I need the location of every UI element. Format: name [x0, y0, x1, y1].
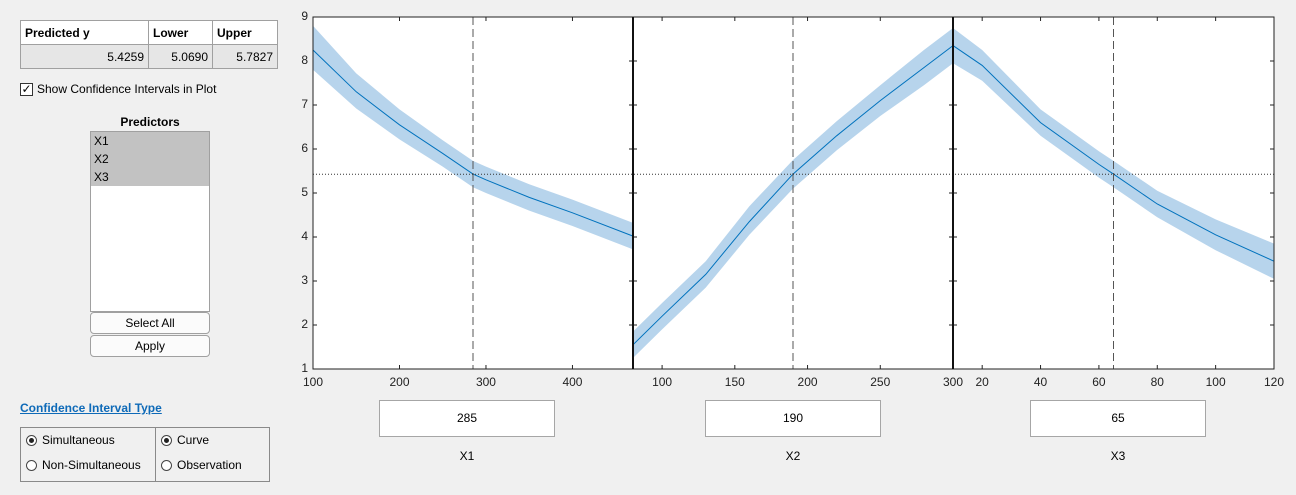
value-box[interactable]: 65: [1030, 400, 1206, 437]
x-tick-label: 200: [798, 375, 818, 389]
button[interactable]: Select All: [90, 312, 210, 334]
x-axis-label: X3: [1110, 449, 1126, 463]
x-tick-label: 250: [870, 375, 890, 389]
x-tick-label: 300: [943, 375, 963, 389]
table-header: Predicted y: [20, 20, 149, 45]
radio-button[interactable]: [161, 435, 172, 446]
x-axis-label: X2: [785, 449, 801, 463]
x-tick-label: 120: [1264, 375, 1284, 389]
y-tick-label: 4: [301, 229, 308, 243]
table-header: Upper: [212, 20, 278, 45]
checkbox[interactable]: ✓: [20, 82, 33, 96]
x-tick-label: 100: [652, 375, 672, 389]
radio-button[interactable]: [26, 435, 37, 446]
x-tick-label: 20: [976, 375, 990, 389]
x-tick-label: 300: [476, 375, 496, 389]
confidence-band: [633, 28, 953, 358]
value-box[interactable]: 285: [379, 400, 555, 437]
radio-button[interactable]: [161, 460, 172, 471]
y-tick-label: 3: [301, 273, 308, 287]
checkbox-label[interactable]: Show Confidence Intervals in Plot: [37, 82, 217, 96]
plot-border: [312, 16, 1275, 370]
y-tick-label: 6: [301, 141, 308, 155]
table-cell: 5.0690: [148, 44, 213, 69]
confidence-band: [953, 28, 1274, 279]
radio-label[interactable]: Non-Simultaneous: [42, 458, 141, 472]
y-tick-label: 9: [301, 9, 308, 23]
listbox-title: Predictors: [120, 115, 180, 129]
chart: 1 2 3 4 5 6 7 8 9 100 200 300 400 100 150 200 250 300 20 40…: [301, 9, 1284, 389]
y-tick-label: 7: [301, 97, 308, 111]
link[interactable]: Confidence Interval Type: [20, 401, 162, 415]
value-box[interactable]: 190: [705, 400, 881, 437]
x-tick-label: 100: [303, 375, 323, 389]
x-tick-label: 400: [562, 375, 582, 389]
table-cell: 5.4259: [20, 44, 149, 69]
x-tick-label: 60: [1092, 375, 1106, 389]
radio-button[interactable]: [26, 460, 37, 471]
button[interactable]: Apply: [90, 335, 210, 357]
radio-label[interactable]: Simultaneous: [42, 433, 115, 447]
radio-label[interactable]: Observation: [177, 458, 242, 472]
radio-label[interactable]: Curve: [177, 433, 210, 447]
list-item[interactable]: X3: [91, 168, 209, 186]
confidence-band: [313, 25, 633, 250]
list-item[interactable]: X2: [91, 150, 209, 168]
radio-group: [155, 427, 270, 482]
x-tick-label: 40: [1034, 375, 1048, 389]
prediction-line: [952, 45, 1275, 262]
y-tick-label: 8: [301, 53, 308, 67]
list-item[interactable]: X1: [91, 132, 209, 150]
y-tick-label: 5: [301, 185, 308, 199]
y-tick-label: 2: [301, 317, 308, 331]
listbox[interactable]: X1 X2 X3: [90, 131, 210, 312]
x-tick-label: 80: [1151, 375, 1165, 389]
x-tick-label: 200: [389, 375, 409, 389]
x-axis-label: X1: [459, 449, 475, 463]
table-cell: 5.7827: [212, 44, 278, 69]
x-tick-label: 150: [725, 375, 745, 389]
x-tick-label: 100: [1206, 375, 1226, 389]
y-tick-label: 1: [301, 361, 308, 375]
